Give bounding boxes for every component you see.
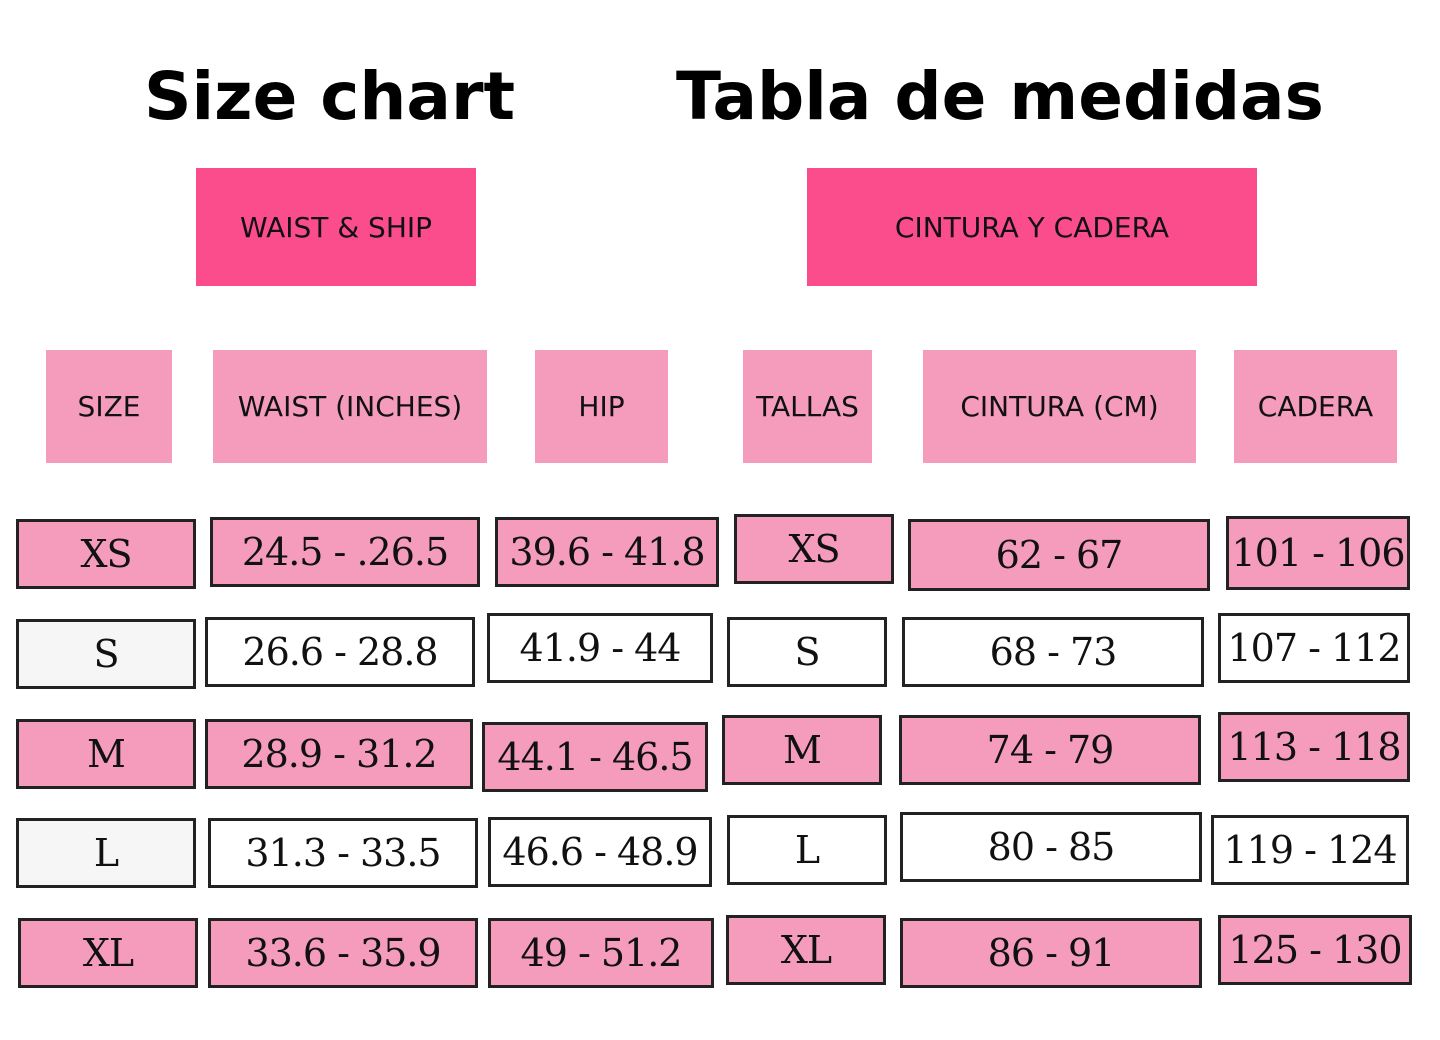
table-cell-hip: 46.6 - 48.9 xyxy=(488,817,712,887)
table-cell-cadera: 125 - 130 xyxy=(1218,915,1412,985)
section-cintura-cadera: CINTURA Y CADERA xyxy=(807,168,1257,286)
table-cell-cadera: 107 - 112 xyxy=(1218,613,1410,683)
table-cell-cintura: 74 - 79 xyxy=(899,715,1201,785)
table-cell-cintura: 62 - 67 xyxy=(908,519,1210,591)
table-cell-waist: 26.6 - 28.8 xyxy=(205,617,475,687)
header-cintura-cm: CINTURA (CM) xyxy=(923,350,1196,463)
table-cell-size: S xyxy=(16,619,196,689)
table-cell-cadera: 119 - 124 xyxy=(1211,815,1409,885)
header-cadera: CADERA xyxy=(1234,350,1397,463)
table-cell-talla: XS xyxy=(734,514,894,584)
section-waist-ship: WAIST & SHIP xyxy=(196,168,476,286)
table-cell-hip: 41.9 - 44 xyxy=(487,613,713,683)
table-cell-cintura: 86 - 91 xyxy=(900,918,1202,988)
table-cell-waist: 28.9 - 31.2 xyxy=(205,719,473,789)
table-cell-size: M xyxy=(16,719,196,789)
table-cell-talla: S xyxy=(727,617,887,687)
table-cell-hip: 39.6 - 41.8 xyxy=(495,517,719,587)
table-cell-cintura: 68 - 73 xyxy=(902,617,1204,687)
table-cell-hip: 44.1 - 46.5 xyxy=(482,722,708,792)
table-cell-hip: 49 - 51.2 xyxy=(488,918,714,988)
table-cell-cadera: 113 - 118 xyxy=(1218,712,1410,782)
title-size-chart: Size chart xyxy=(144,58,516,135)
table-cell-cintura: 80 - 85 xyxy=(900,812,1202,882)
table-cell-waist: 31.3 - 33.5 xyxy=(208,818,478,888)
header-tallas: TALLAS xyxy=(743,350,872,463)
table-cell-talla: M xyxy=(722,715,882,785)
table-cell-cadera: 101 - 106 xyxy=(1226,516,1410,590)
table-cell-talla: L xyxy=(727,815,887,885)
table-cell-size: XS xyxy=(16,519,196,589)
table-cell-waist: 24.5 - .26.5 xyxy=(210,517,480,587)
table-cell-waist: 33.6 - 35.9 xyxy=(208,918,478,988)
title-tabla-de-medidas: Tabla de medidas xyxy=(676,58,1324,135)
table-cell-talla: XL xyxy=(726,915,886,985)
table-cell-size: L xyxy=(16,818,196,888)
header-hip: HIP xyxy=(535,350,668,463)
header-waist-inches: WAIST (INCHES) xyxy=(213,350,487,463)
table-cell-size: XL xyxy=(18,918,198,988)
header-size: SIZE xyxy=(46,350,172,463)
